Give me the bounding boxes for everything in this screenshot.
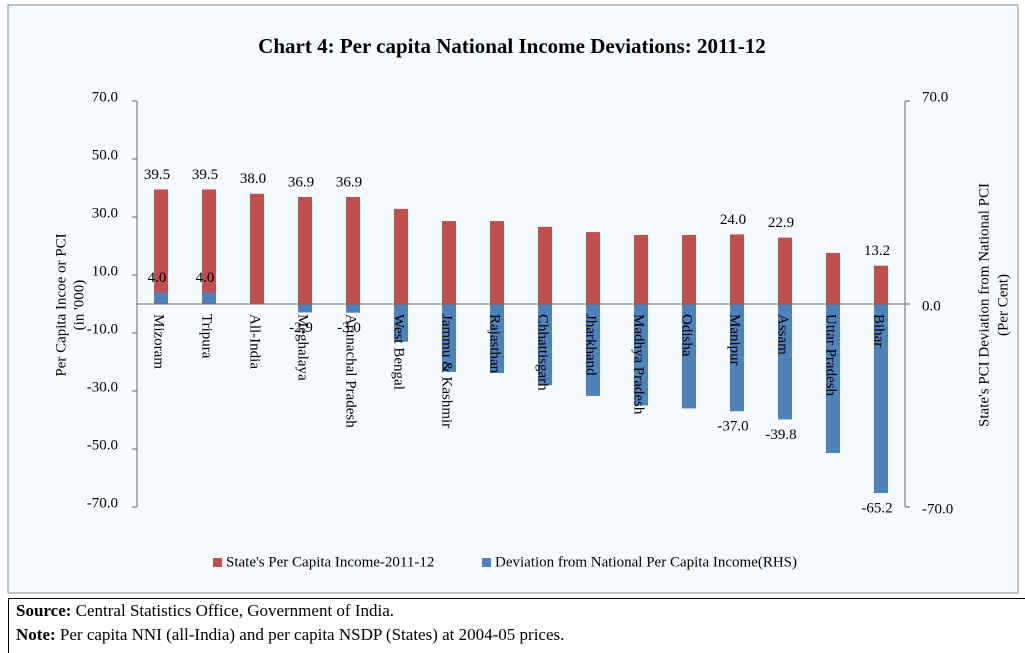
bar bbox=[154, 292, 168, 304]
note: Note: Per capita NNI (all-India) and per… bbox=[9, 623, 1025, 647]
x-tick-label: Assam bbox=[775, 314, 791, 355]
source: Source: Central Statistics Office, Gover… bbox=[9, 599, 1025, 623]
data-label: 39.5 bbox=[192, 167, 218, 183]
data-label: 4.0 bbox=[148, 270, 167, 286]
bar bbox=[874, 265, 888, 304]
y-axis-title: Per Capita Incoe or PCI bbox=[53, 233, 69, 376]
data-label: -3.0 bbox=[337, 320, 361, 336]
chart-frame bbox=[7, 4, 1019, 594]
bar bbox=[538, 226, 552, 304]
bar bbox=[346, 304, 360, 313]
data-label: 13.2 bbox=[864, 243, 890, 259]
data-label: 39.5 bbox=[144, 167, 170, 183]
data-label: -2.9 bbox=[289, 320, 313, 336]
y-tick-label: -70.0 bbox=[87, 495, 118, 511]
data-label: -65.2 bbox=[861, 501, 892, 517]
data-label: -39.8 bbox=[765, 427, 796, 443]
y-tick-label: 30.0 bbox=[92, 205, 118, 221]
bar bbox=[730, 304, 744, 412]
source-label: Source: bbox=[16, 601, 72, 620]
bar bbox=[202, 292, 216, 304]
x-tick-label: Odisha bbox=[679, 314, 695, 357]
y-tick-label: -10.0 bbox=[87, 321, 118, 337]
x-tick-label: Rajasthan bbox=[487, 314, 503, 374]
bar bbox=[442, 304, 456, 372]
bar bbox=[634, 304, 648, 406]
bar bbox=[490, 221, 504, 304]
data-label: 24.0 bbox=[720, 212, 746, 228]
bar bbox=[586, 304, 600, 396]
bar bbox=[730, 234, 744, 304]
data-label: 38.0 bbox=[240, 171, 266, 187]
y2-tick-label: -70.0 bbox=[922, 501, 953, 517]
bar bbox=[346, 196, 360, 304]
y-tick-label: 50.0 bbox=[92, 147, 118, 163]
bar bbox=[634, 234, 648, 304]
legend-label: Deviation from National Per Capita Incom… bbox=[495, 554, 797, 570]
bar bbox=[682, 304, 696, 409]
bar bbox=[442, 221, 456, 304]
data-label: -37.0 bbox=[717, 419, 748, 435]
y2-axis-title: (Per Cent) bbox=[995, 274, 1011, 336]
y-tick-label: 10.0 bbox=[92, 263, 118, 279]
x-tick-label: Mizoram bbox=[151, 314, 167, 369]
bar bbox=[778, 304, 792, 420]
note-text: Per capita NNI (all-India) and per capit… bbox=[59, 625, 565, 644]
x-tick-label: Uttar Pradesh bbox=[823, 314, 839, 397]
x-tick-label: Manipur bbox=[727, 314, 743, 366]
y-axis-title: (in '000) bbox=[71, 280, 87, 331]
data-label: 36.9 bbox=[288, 174, 314, 190]
y-tick-label: 70.0 bbox=[92, 89, 118, 105]
x-tick-label: Tripura bbox=[199, 314, 215, 359]
bar bbox=[298, 196, 312, 304]
x-tick-label: Arunachal Pradesh bbox=[343, 314, 359, 428]
y2-tick-label: 70.0 bbox=[922, 89, 948, 105]
bar bbox=[778, 237, 792, 304]
x-tick-label: Jharkhand bbox=[583, 314, 599, 376]
source-text: Central Statistics Office, Government of… bbox=[75, 601, 395, 620]
data-label: 22.9 bbox=[768, 215, 794, 231]
x-tick-label: Chhattisgarh bbox=[535, 314, 551, 391]
x-tick-label: Meghalaya bbox=[295, 314, 311, 381]
bar bbox=[826, 304, 840, 454]
data-label: 36.9 bbox=[336, 174, 362, 190]
bar bbox=[154, 189, 168, 304]
y2-axis-title: State's PCI Deviation from National PCI bbox=[976, 183, 992, 427]
footer: Source: Central Statistics Office, Gover… bbox=[8, 598, 1025, 653]
bar bbox=[394, 208, 408, 304]
bar bbox=[250, 193, 264, 304]
bar bbox=[202, 189, 216, 304]
legend-label: State's Per Capita Income-2011-12 bbox=[226, 554, 434, 570]
bar bbox=[490, 304, 504, 374]
y-tick-label: -50.0 bbox=[87, 437, 118, 453]
y2-tick-label: 0.0 bbox=[922, 298, 941, 314]
chart-title: Chart 4: Per capita National Income Devi… bbox=[258, 34, 766, 58]
x-tick-label: Jammu & Kashmir bbox=[439, 314, 455, 428]
legend-swatch bbox=[482, 558, 491, 567]
data-label: 4.0 bbox=[196, 270, 215, 286]
bar bbox=[586, 232, 600, 304]
bar bbox=[298, 304, 312, 313]
legend-swatch bbox=[213, 558, 222, 567]
bar bbox=[682, 234, 696, 304]
bar bbox=[394, 304, 408, 342]
bar bbox=[538, 304, 552, 386]
x-tick-label: Madhya Pradesh bbox=[631, 314, 647, 415]
chart: Chart 4: Per capita National Income Devi… bbox=[7, 4, 1019, 594]
x-tick-label: Bihar bbox=[871, 314, 887, 347]
x-tick-label: All-India bbox=[247, 314, 263, 369]
y-tick-label: -30.0 bbox=[87, 379, 118, 395]
bar bbox=[874, 304, 888, 494]
note-label: Note: bbox=[16, 625, 56, 644]
x-tick-label: West Bengal bbox=[391, 314, 407, 390]
bar bbox=[826, 252, 840, 304]
